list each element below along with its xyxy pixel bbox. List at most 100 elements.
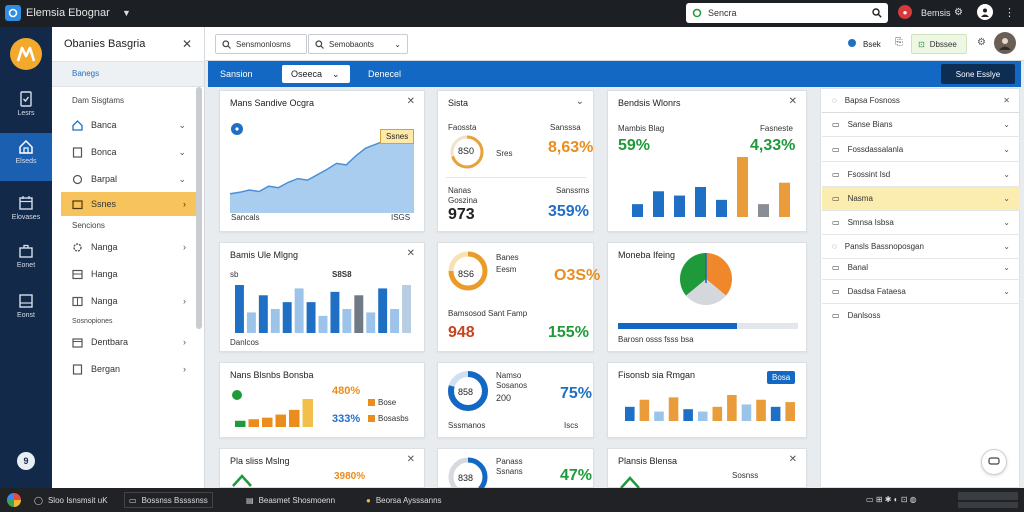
cloud-icon[interactable]	[846, 38, 858, 48]
sidebar-item-3[interactable]: Eonet	[0, 237, 52, 281]
notification-icon[interactable]: ●	[898, 5, 912, 19]
right-item-0[interactable]: ▭ Sanse Bians ⌄	[822, 113, 1020, 137]
tray-icons[interactable]: ▭ ⊞ ✱ ◐ ⊡ ◍	[866, 495, 917, 504]
search-tools-button[interactable]: Sensmonlosms	[215, 34, 307, 54]
filter-dropdown[interactable]: Semobaonts ⌄	[308, 34, 408, 54]
chevron-down-icon: ⌄	[332, 68, 340, 79]
refresh-icon: ◌	[832, 96, 837, 105]
calendar-icon	[19, 196, 33, 210]
right-item-5[interactable]: ◌ Pansls Bassnoposgan ⌄	[822, 235, 1020, 259]
home-icon	[72, 119, 83, 131]
app-icon	[5, 5, 21, 21]
pie-slice	[680, 253, 706, 296]
tab-oseeca[interactable]: Oseeca ⌄	[282, 65, 350, 83]
x-axis-label-end: ISGS	[391, 213, 411, 222]
card-title: Fisonsb sia Rmgan	[618, 370, 696, 380]
bar	[695, 187, 706, 217]
panel-scrollbar[interactable]	[196, 87, 202, 329]
stat-tag: Sanssrns	[556, 186, 590, 195]
chevron-down-icon[interactable]: ⌄	[575, 96, 584, 107]
bar	[262, 417, 273, 427]
bar	[654, 411, 664, 421]
more-icon[interactable]: ⋮	[1004, 7, 1015, 19]
sidebar: Lesrs Elseds Elovases Eonet Eonst 9	[0, 27, 52, 488]
folder-icon: ▭	[832, 194, 840, 203]
right-panel-header: ◌ Bapsa Fosnoss ✕	[822, 89, 1020, 113]
right-item-1[interactable]: ▭ Fossdassalanla ⌄	[822, 138, 1020, 162]
stat-value: 8,63%	[548, 139, 594, 156]
taskbar-item-4[interactable]: ● Beorsa Aysssanns	[366, 495, 442, 505]
panel-item-nanga-2[interactable]: Nanga ›	[60, 289, 196, 313]
circle-icon: ◯	[34, 495, 43, 505]
stat-label: Panass	[496, 457, 523, 466]
donut-stats-card: 858 Namso Sosanos 200 75% Sssmanos Iscs	[437, 362, 594, 438]
chevron-right-icon: ›	[183, 199, 186, 209]
axis-mark: sb	[230, 270, 239, 279]
close-icon[interactable]: ✕	[406, 248, 415, 259]
close-icon[interactable]: ✕	[406, 96, 415, 107]
chart-subtitle: Mambis Blag	[618, 124, 665, 133]
chevron-down-icon[interactable]: ▼	[122, 8, 131, 18]
chevron-down-icon: ⌄	[1003, 263, 1010, 272]
panel-item-banca[interactable]: Banca ⌄	[60, 113, 196, 137]
panel-item-barpal[interactable]: Barpal ⌄	[60, 167, 196, 191]
chevron-down-icon: ⌄	[1003, 170, 1010, 179]
panel-item-bergan[interactable]: Bergan ›	[60, 357, 196, 381]
primary-action-button[interactable]: Sone Esslye	[941, 64, 1015, 84]
bar	[366, 312, 376, 333]
right-item-3[interactable]: ▭ Nasma ⌄	[822, 187, 1020, 211]
right-item-2[interactable]: ▭ Fsossint Isd ⌄	[822, 163, 1020, 187]
search-input[interactable]: Sencra	[686, 3, 888, 23]
chevron-down-icon: ⌄	[1003, 120, 1010, 129]
pie-chart	[680, 253, 732, 305]
right-item-7[interactable]: ▭ Dasdsa Fataesa ⌄	[822, 280, 1020, 304]
taskbar: ◯ Sloo Isnsmsit uK ▭ Bossnss Bssssnss ▤ Bea…	[0, 488, 1024, 512]
account-icon[interactable]	[977, 4, 993, 20]
chart-tag: Fasneste	[760, 124, 793, 133]
document-icon: ▭	[832, 145, 840, 154]
taskbar-item-1[interactable]: ◯ Sloo Isnsmsit uK	[34, 495, 108, 505]
trend-up-icon	[620, 476, 640, 489]
sidebar-item-0[interactable]: Lesrs	[0, 85, 52, 129]
chat-icon[interactable]	[981, 449, 1007, 475]
tab-denecel[interactable]: Denecel	[368, 69, 402, 79]
stat-value: 333%	[332, 413, 361, 425]
window-icon: ▭	[129, 495, 137, 505]
settings-icon[interactable]: ⚙	[977, 37, 986, 48]
card-badge[interactable]: Bosa	[767, 371, 796, 384]
start-icon[interactable]	[7, 493, 21, 507]
panel-close-icon[interactable]: ✕	[182, 37, 193, 51]
close-icon[interactable]: ✕	[1003, 96, 1010, 105]
panel-item-nanga[interactable]: Nanga ›	[60, 235, 196, 259]
magnifier-icon[interactable]	[872, 8, 882, 18]
panel-item-ssnes[interactable]: Ssnes ›	[61, 192, 196, 216]
sidebar-item-2[interactable]: Elovases	[0, 189, 52, 233]
right-item-6[interactable]: ▭ Banal ⌄	[822, 256, 1020, 280]
card-title: Nans Blsnbs Bonsba	[230, 370, 314, 380]
sidebar-item-1[interactable]: Elseds	[0, 133, 52, 181]
panel-item-bonca[interactable]: Bonca ⌄	[60, 140, 196, 164]
panel-item-hanga[interactable]: Hanga	[60, 262, 196, 286]
taskbar-item-2[interactable]: ▭ Bossnss Bssssnss	[124, 492, 213, 508]
help-badge[interactable]: 9	[17, 452, 35, 470]
calendar-icon	[72, 337, 83, 348]
user-name: Bemsis	[921, 8, 951, 18]
status-button[interactable]: ⊡ Dbssee	[911, 34, 967, 54]
tab-sansion[interactable]: Sansion	[220, 69, 253, 79]
stat-label: Nanas	[448, 186, 472, 195]
bar	[697, 411, 708, 421]
right-item-4[interactable]: ▭ Smnsa Isbsa ⌄	[822, 211, 1020, 235]
panel-item-dentbara[interactable]: Dentbara ›	[60, 330, 196, 354]
settings-icon[interactable]: ⚙	[954, 7, 963, 18]
chevron-right-icon: ›	[183, 364, 186, 374]
card-title: Plansis Blensa	[618, 456, 678, 466]
taskbar-item-3[interactable]: ▤ Beasmet Shosmoenn	[246, 495, 336, 505]
copy-icon[interactable]: ⎘	[895, 37, 903, 48]
right-item-8[interactable]: ▭ Danlsoss	[832, 310, 881, 320]
close-icon[interactable]: ✕	[788, 454, 797, 465]
close-icon[interactable]: ✕	[788, 96, 797, 107]
sidebar-item-4[interactable]: Eonst	[0, 287, 52, 331]
close-icon[interactable]: ✕	[406, 454, 415, 465]
avatar[interactable]	[994, 32, 1016, 54]
stat-tag: Sansssa	[550, 123, 581, 132]
